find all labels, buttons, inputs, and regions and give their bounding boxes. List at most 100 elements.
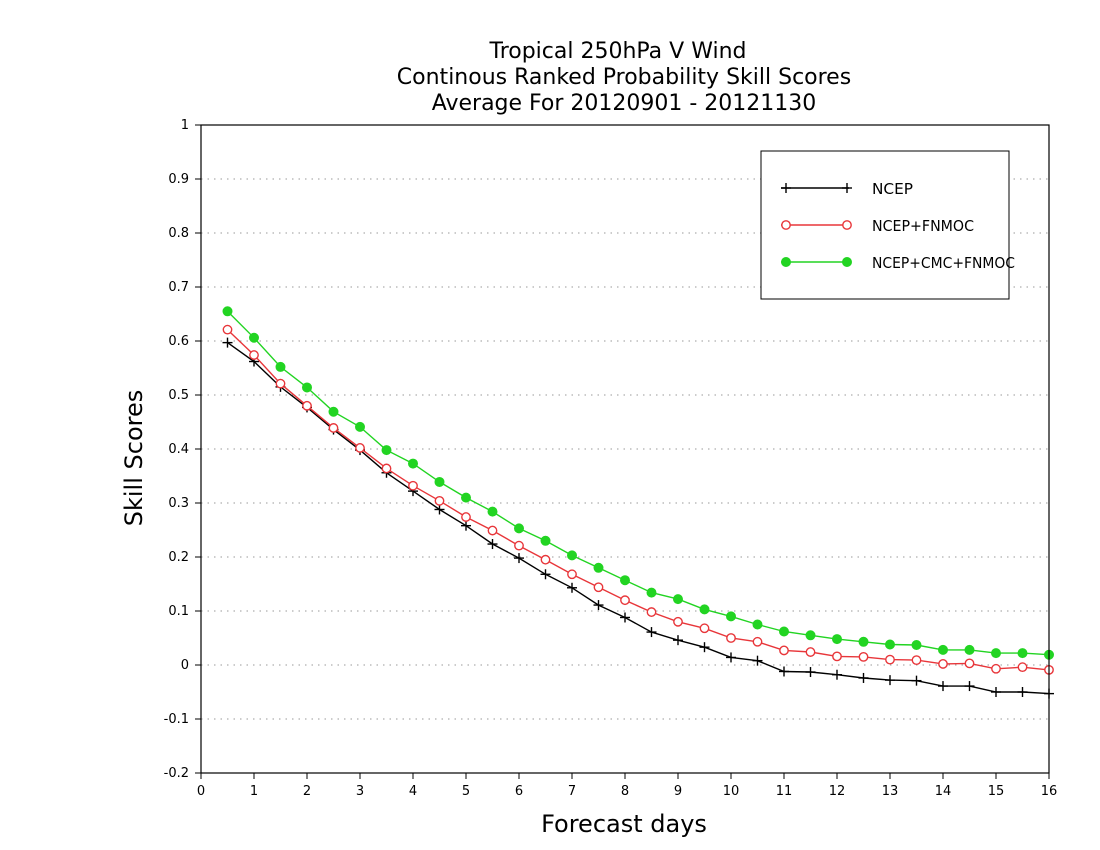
data-point (858, 636, 869, 647)
x-axis-label: Forecast days (541, 810, 707, 838)
legend-items: NCEP NCEP+FNMOC NCEP+CMC+FNMOC (781, 180, 1015, 272)
data-point (487, 525, 498, 536)
data-point (779, 666, 789, 677)
series-ncep-fnmoc (222, 324, 1054, 675)
data-point (567, 550, 577, 561)
data-point (593, 600, 604, 611)
data-point (328, 406, 339, 417)
data-point (673, 616, 683, 627)
plot-frame (200, 124, 1050, 774)
data-point (434, 476, 445, 487)
legend-marker (781, 220, 791, 230)
chart-title: Tropical 250hPa V Wind Continous Ranked … (397, 39, 851, 116)
data-point (832, 669, 842, 680)
x-tick-label: 0 (197, 784, 205, 799)
legend: NCEP NCEP+FNMOC NCEP+CMC+FNMOC (760, 150, 1015, 300)
data-point (620, 612, 630, 623)
x-tick-label: 1 (250, 784, 258, 799)
series-ncep (222, 337, 1054, 699)
data-point (752, 655, 763, 666)
data-point (355, 421, 365, 432)
legend-marker (842, 183, 852, 193)
x-tick-label: 12 (829, 784, 846, 799)
data-point (726, 633, 736, 643)
data-point (858, 652, 869, 662)
data-point (646, 627, 657, 638)
data-point (567, 569, 577, 580)
legend-label: NCEP+CMC+FNMOC (872, 254, 1015, 272)
legend-item: NCEP+CMC+FNMOC (781, 254, 1015, 272)
data-point (699, 642, 710, 653)
data-point (991, 663, 1001, 674)
data-point (222, 324, 233, 335)
data-point (805, 630, 816, 641)
data-point (355, 443, 365, 453)
data-point (249, 332, 259, 343)
x-tick-label: 7 (568, 784, 576, 799)
data-point (328, 423, 339, 433)
title-line-2: Continous Ranked Probability Skill Score… (397, 65, 851, 90)
legend-item: NCEP (781, 180, 913, 198)
data-point (461, 492, 471, 503)
data-point (540, 535, 551, 546)
data-point (699, 623, 710, 634)
data-point (222, 306, 233, 317)
x-tick-label: 3 (356, 784, 364, 799)
data-point (514, 540, 524, 551)
data-point (938, 659, 948, 669)
data-point (991, 687, 1001, 697)
data-point (885, 675, 895, 686)
data-point (779, 626, 789, 637)
data-point (381, 463, 392, 474)
x-tick-label: 2 (303, 784, 311, 799)
legend-item: NCEP+FNMOC (781, 217, 974, 235)
data-point (726, 611, 736, 622)
y-axis-label: Skill Scores (120, 390, 148, 527)
data-point (275, 378, 286, 389)
legend-label: NCEP+FNMOC (872, 217, 974, 235)
grid-lines (201, 178, 1049, 720)
data-point (646, 587, 657, 598)
axis-ticks: -0.2-0.100.10.20.30.40.50.60.70.80.910 1 2… (164, 118, 1058, 799)
y-tick-label: 0.9 (168, 172, 189, 187)
series-ncep-cmc-fnmoc (222, 306, 1054, 660)
data-point (275, 361, 286, 372)
data-point (964, 658, 975, 669)
x-tick-label: 13 (882, 784, 899, 799)
y-tick-label: 0.7 (168, 280, 189, 295)
data-point (938, 681, 948, 692)
series-line (227, 329, 1050, 671)
y-tick-label: 0.2 (168, 550, 189, 565)
y-tick-label: 0.8 (168, 226, 189, 241)
data-point (487, 539, 498, 550)
data-point (885, 654, 895, 665)
data-point (858, 672, 869, 683)
y-tick-label: 0 (181, 658, 189, 673)
data-point (249, 350, 259, 360)
data-point (514, 523, 524, 534)
x-tick-label: 15 (988, 784, 1005, 799)
data-point (1017, 648, 1028, 659)
y-tick-label: 1 (181, 118, 189, 133)
legend-marker (781, 183, 791, 193)
data-point (911, 655, 922, 666)
x-tick-label: 14 (935, 784, 952, 799)
data-point (302, 382, 312, 393)
title-line-1: Tropical 250hPa V Wind (488, 39, 746, 64)
data-point (302, 400, 312, 411)
data-point (487, 506, 498, 517)
data-point (911, 675, 922, 686)
data-point (461, 512, 471, 522)
data-point (620, 575, 630, 586)
x-tick-label: 6 (515, 784, 523, 799)
data-point (911, 640, 922, 651)
data-point (593, 562, 604, 573)
data-point (514, 553, 524, 564)
data-point (540, 554, 551, 565)
data-point (991, 648, 1001, 659)
data-point (752, 636, 763, 647)
legend-marker (842, 257, 852, 267)
data-point (408, 480, 418, 491)
data-point (434, 495, 445, 506)
